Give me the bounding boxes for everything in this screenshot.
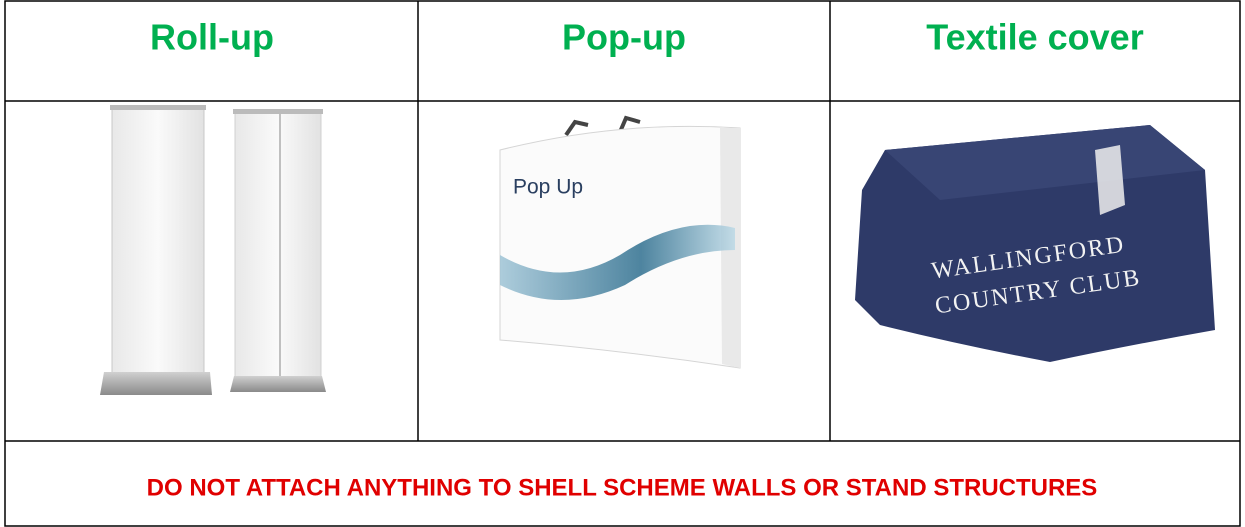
textile-cover-image: WALLINGFORD COUNTRY CLUB	[855, 125, 1215, 362]
roll-up-image	[100, 105, 326, 395]
pop-up-image: Pop Up	[500, 118, 740, 368]
footer-warning: DO NOT ATTACH ANYTHING TO SHELL SCHEME W…	[147, 474, 1098, 501]
image-text: Pop Up	[513, 176, 583, 199]
header-cell: Pop-up	[562, 17, 686, 58]
page: Roll-up Pop-up Textile cover Pop Up WALL…	[0, 0, 1245, 527]
header-cell: Roll-up	[150, 17, 274, 58]
header-cell: Textile cover	[926, 17, 1143, 58]
